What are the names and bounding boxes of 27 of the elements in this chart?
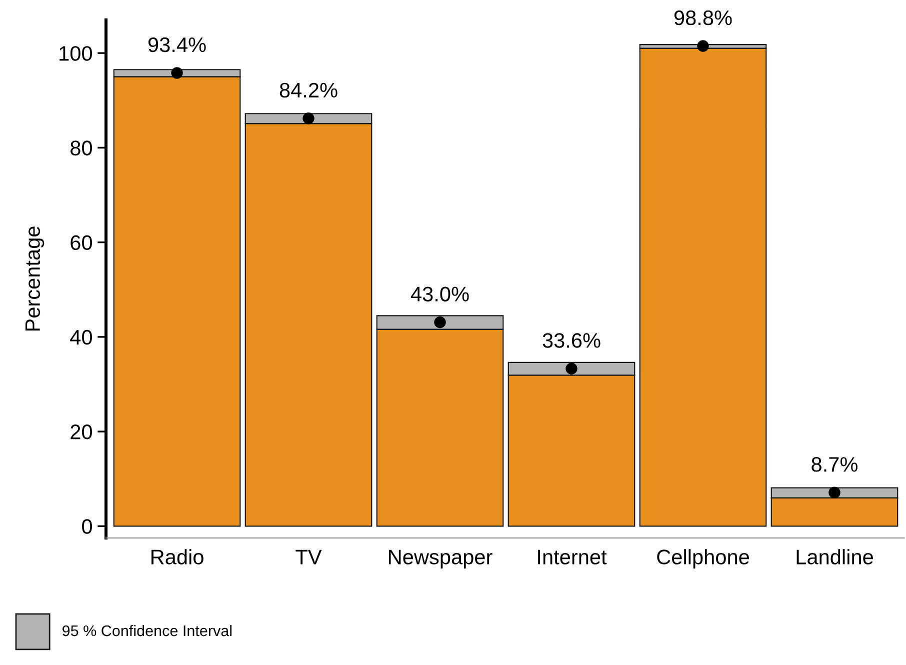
y-tick-label: 40 [70, 330, 92, 345]
y-tick-label: 60 [70, 235, 92, 250]
point [828, 486, 840, 498]
point [697, 40, 709, 52]
point [171, 67, 183, 79]
point [566, 362, 578, 374]
legend-label: 95 % Confidence Interval [62, 624, 232, 636]
x-tick-label: Landline [796, 549, 873, 564]
y-tick-label: 80 [70, 140, 92, 156]
x-tick-label: Radio [152, 549, 204, 564]
annotation: 93.4% [148, 37, 206, 52]
annotation: 98.8% [674, 10, 732, 26]
bar [639, 48, 767, 527]
y-tick-label: 100 [60, 46, 92, 61]
y-axis-title: Percentage [26, 226, 44, 331]
annotation: 8.7% [812, 457, 858, 472]
x-tick-label: TV [296, 550, 322, 564]
annotation: 33.6% [542, 333, 600, 348]
annotation: 84.2% [280, 82, 338, 98]
y-tick-label: 0 [82, 519, 92, 534]
x-tick-label: Internet [538, 550, 607, 564]
x-tick-label: Cellphone [657, 549, 749, 569]
point [434, 316, 446, 328]
point [302, 112, 314, 124]
annotation: 43.0% [410, 286, 469, 302]
y-tick-label: 20 [70, 424, 92, 440]
x-tick-label: Newspaper [389, 550, 492, 569]
